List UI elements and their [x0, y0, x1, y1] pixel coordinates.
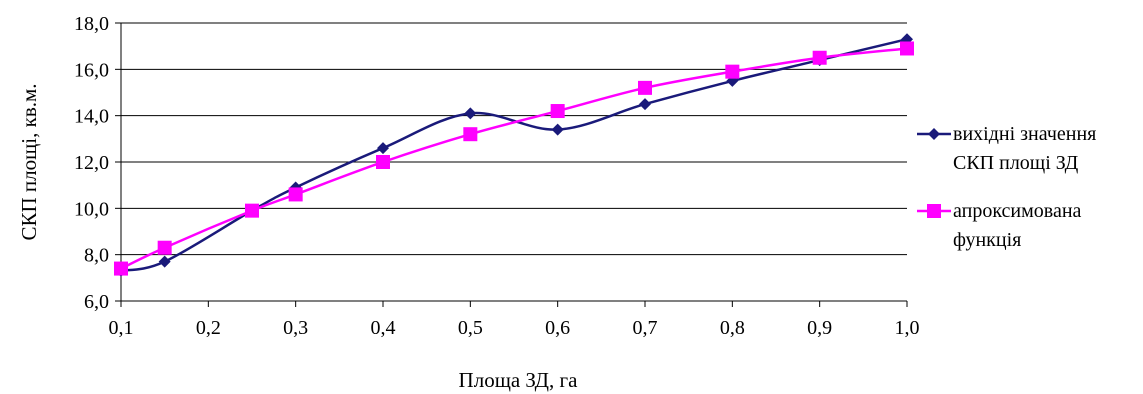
x-tick-label: 0,7	[633, 317, 658, 339]
y-tick-label: 16,0	[74, 59, 109, 81]
data-point	[812, 50, 827, 65]
legend-label: СКП площі ЗД	[953, 152, 1079, 174]
legend-item: апроксимована функція	[917, 200, 1082, 251]
x-tick-label: 0,6	[545, 317, 570, 339]
legend-label: вихідні значення	[953, 123, 1096, 145]
x-tick-label: 0,8	[720, 317, 745, 339]
y-axis-label: СКП площі, кв.м.	[17, 83, 41, 240]
gridlines	[115, 22, 907, 302]
x-tick-label: 0,1	[109, 317, 134, 339]
series-line	[120, 47, 908, 270]
x-tick-labels: 0,1 0,2 0,3 0,4 0,5 0,6 0,7 0,8 0,9 1,0	[109, 317, 920, 339]
data-point	[245, 203, 259, 218]
data-point	[550, 104, 565, 119]
data-point	[725, 64, 740, 79]
x-tick-label: 0,4	[371, 317, 396, 339]
data-point	[464, 107, 477, 120]
data-point	[158, 255, 171, 268]
x-tick-label: 0,9	[807, 317, 832, 339]
y-tick-label: 14,0	[74, 106, 109, 128]
y-tick-label: 12,0	[74, 152, 109, 174]
x-axis-label: Площа ЗД, га	[459, 368, 579, 392]
data-point	[639, 98, 651, 111]
y-tick-label: 8,0	[84, 245, 109, 267]
data-point	[463, 127, 478, 142]
data-point	[551, 123, 564, 136]
legend: вихідні значення СКП площі ЗД апроксимован…	[917, 123, 1096, 251]
series-line	[120, 38, 908, 273]
legend-swatch-marker	[928, 128, 940, 140]
x-tick-label: 0,2	[196, 317, 221, 339]
data-point	[376, 155, 390, 169]
y-tick-label: 6,0	[84, 291, 109, 313]
legend-label: функція	[953, 229, 1021, 251]
x-tick-label: 1,0	[895, 317, 920, 339]
data-point	[638, 80, 652, 95]
legend-item: вихідні значення СКП площі ЗД	[917, 123, 1096, 174]
data-point	[288, 187, 303, 202]
data-point	[114, 261, 128, 276]
data-point	[377, 142, 389, 155]
legend-swatch-marker	[927, 204, 941, 218]
series-group	[114, 33, 914, 277]
y-tick-label: 10,0	[74, 198, 109, 220]
x-tick-label: 0,5	[458, 317, 483, 339]
x-tick-label: 0,3	[283, 317, 308, 339]
y-tick-labels: 6,0 8,0 10,0 12,0 14,0 16,0 18,0	[74, 13, 109, 313]
data-point	[157, 240, 172, 255]
legend-label: апроксимована	[953, 200, 1082, 222]
data-point	[900, 41, 914, 56]
y-tick-label: 18,0	[74, 13, 109, 35]
axes	[120, 23, 908, 307]
series-approximated-function	[114, 41, 914, 276]
